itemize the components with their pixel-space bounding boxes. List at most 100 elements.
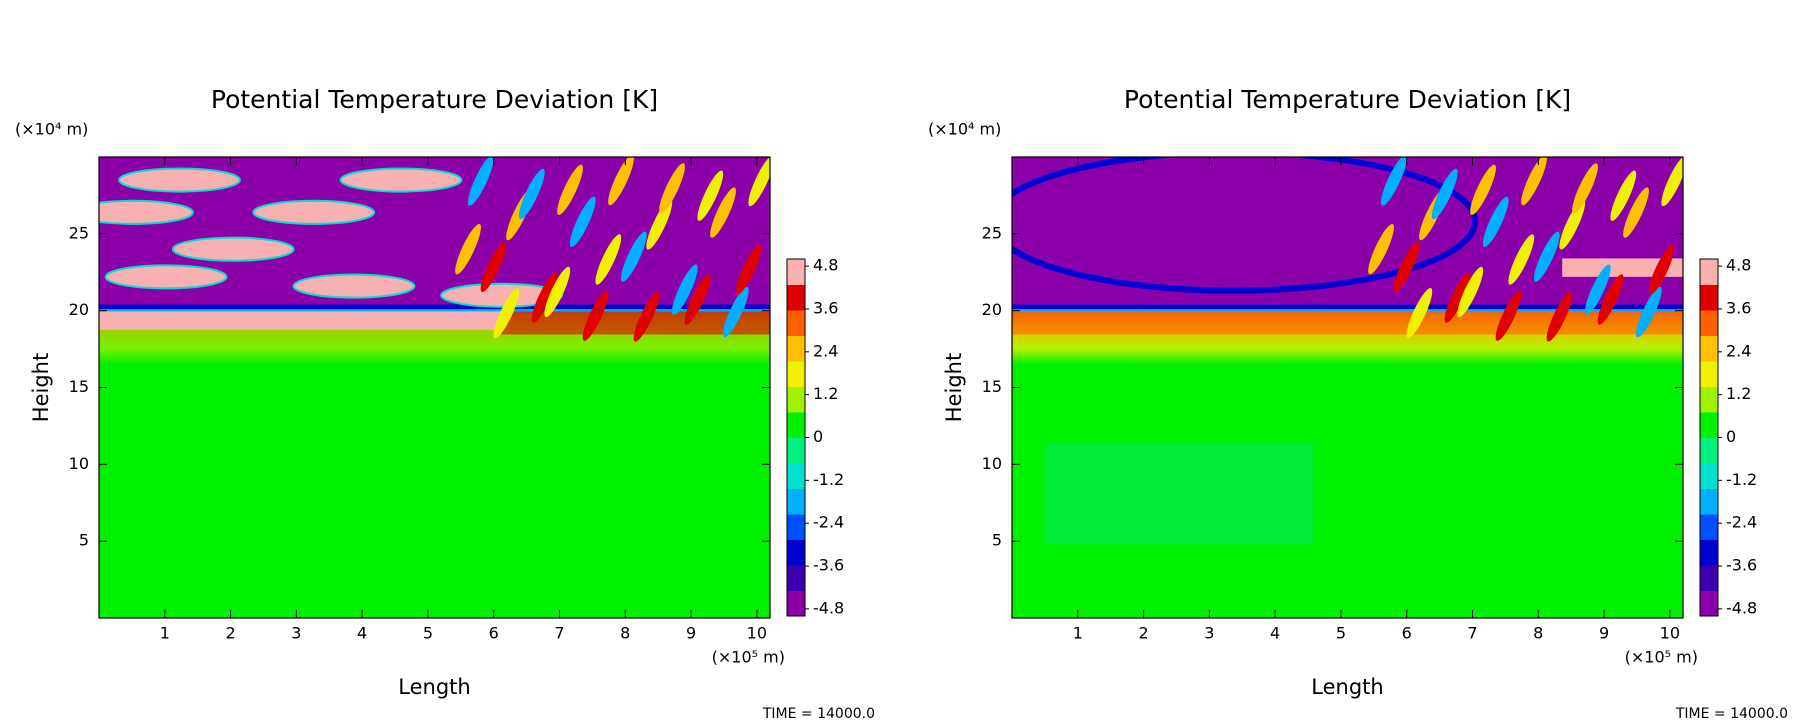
x-tick-label: 10 xyxy=(747,624,767,643)
colorbar-swatch xyxy=(1700,539,1718,566)
x-tick-label: 4 xyxy=(357,624,367,643)
field-band xyxy=(1012,309,1683,313)
field-wave xyxy=(633,291,660,342)
field-wave xyxy=(1648,244,1675,295)
field-blob xyxy=(118,167,241,193)
field-wave xyxy=(531,272,558,323)
colorbar-label: -1.2 xyxy=(1726,470,1757,489)
colorbar-label: 3.6 xyxy=(1726,298,1751,317)
field-wave xyxy=(1559,199,1586,250)
colorbar-swatch xyxy=(1700,565,1718,591)
y-tick-label: 20 xyxy=(69,300,89,319)
colorbar-swatch xyxy=(787,539,805,566)
x-tick-label: 2 xyxy=(225,624,235,643)
field-wave xyxy=(595,234,622,285)
x-tick-label: 3 xyxy=(291,624,301,643)
colorbar-label: 1.2 xyxy=(813,384,838,403)
field-wave xyxy=(722,286,749,338)
x-tick-label: 7 xyxy=(554,624,564,643)
field-wave xyxy=(518,168,545,220)
field-wave xyxy=(684,274,711,325)
field-wave xyxy=(1482,196,1509,247)
colorbar-label: 4.8 xyxy=(813,256,838,275)
x-tick-label: 6 xyxy=(489,624,499,643)
field-wave xyxy=(1444,272,1471,323)
x-tick-label: 5 xyxy=(423,624,433,643)
field-wave xyxy=(467,157,494,206)
field-wave xyxy=(480,241,507,293)
colorbar-label: 2.4 xyxy=(813,341,838,360)
x-tick-label: 9 xyxy=(686,624,696,643)
colorbar-label: -1.2 xyxy=(813,470,844,489)
field-wave xyxy=(1610,170,1637,221)
field-wave xyxy=(1368,224,1394,275)
x-unit: (×10⁵ m) xyxy=(712,648,785,667)
field-wave xyxy=(1393,241,1420,293)
field-wave xyxy=(557,164,583,215)
colorbar-label: 2.4 xyxy=(1726,341,1751,360)
colorbar-label: -2.4 xyxy=(1726,513,1757,532)
y-tick-label: 25 xyxy=(69,223,89,242)
field-band xyxy=(99,304,770,312)
colorbar-swatch xyxy=(1700,361,1718,387)
field-wave xyxy=(1661,157,1683,207)
x-axis-label: Length xyxy=(398,675,470,699)
colorbar-swatch xyxy=(787,437,805,464)
x-tick-label: 3 xyxy=(1204,624,1214,643)
x-unit: (×10⁵ m) xyxy=(1625,648,1698,667)
y-axis-label: Height xyxy=(942,353,966,422)
field-wave xyxy=(455,224,481,275)
colorbar-swatch xyxy=(787,463,805,489)
colorbar-swatch xyxy=(787,514,805,540)
y-tick-label: 10 xyxy=(982,454,1002,473)
field-wave xyxy=(1380,157,1407,206)
field-wave xyxy=(1508,234,1535,285)
field-wave xyxy=(1623,187,1649,238)
field-red xyxy=(1012,311,1683,335)
field-blob xyxy=(292,273,416,299)
field-band xyxy=(1012,304,1683,312)
colorbar-swatch xyxy=(787,361,805,387)
field-band xyxy=(99,309,770,313)
field-cold xyxy=(1012,157,1478,294)
y-tick-label: 5 xyxy=(992,531,1002,550)
field-wave xyxy=(735,244,762,295)
y-tick-label: 25 xyxy=(982,223,1002,242)
colorbar-label: 4.8 xyxy=(1726,256,1751,275)
field-wave xyxy=(1635,286,1662,338)
colorbar-label: 3.6 xyxy=(813,298,838,317)
field-wave xyxy=(697,170,724,221)
field-wave xyxy=(1431,168,1458,220)
field xyxy=(1012,157,1683,618)
y-unit: (×10⁴ m) xyxy=(928,120,1001,139)
field-wave xyxy=(1572,163,1598,214)
field-red xyxy=(99,311,502,330)
x-tick-label: 5 xyxy=(1336,624,1346,643)
x-tick-label: 2 xyxy=(1138,624,1148,643)
colorbar-swatch xyxy=(1700,463,1718,489)
field-wave xyxy=(1521,157,1547,206)
field-wave xyxy=(1457,266,1484,318)
field-wave xyxy=(1533,231,1560,282)
colorbar-label: 0 xyxy=(813,427,823,446)
y-tick-label: 15 xyxy=(982,377,1002,396)
y-tick-label: 5 xyxy=(79,531,89,550)
colorbar-swatch xyxy=(787,590,805,617)
field-cool xyxy=(1045,442,1314,545)
colorbar-swatch xyxy=(787,284,805,311)
field-wave xyxy=(608,157,634,206)
colorbar-swatch xyxy=(1700,514,1718,540)
colorbar-label: 0 xyxy=(1726,427,1736,446)
time-label: TIME = 14000.0 xyxy=(1675,706,1788,722)
colorbar-label: -3.6 xyxy=(813,556,844,575)
x-tick-label: 10 xyxy=(1660,624,1680,643)
colorbar-swatch xyxy=(1700,335,1718,362)
field-wave xyxy=(1495,290,1522,341)
field-wave xyxy=(1584,264,1611,315)
colorbar-swatch xyxy=(1700,386,1718,413)
x-axis-label: Length xyxy=(1311,675,1383,699)
field-wave xyxy=(1470,164,1496,215)
chart-title: Potential Temperature Deviation [K] xyxy=(1124,85,1571,114)
field xyxy=(99,157,770,618)
colorbar-swatch xyxy=(787,488,805,515)
